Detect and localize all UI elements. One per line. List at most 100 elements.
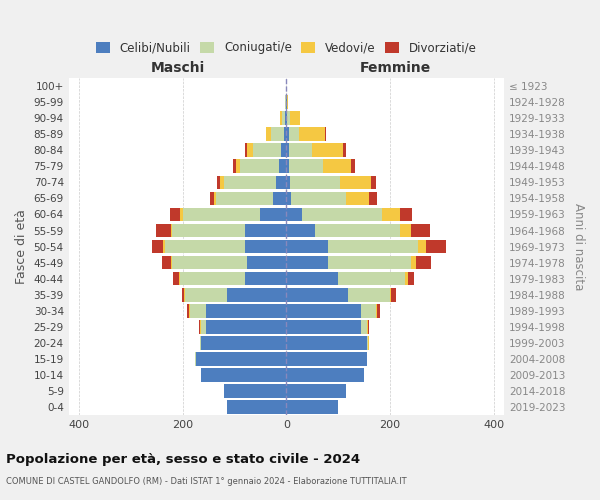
Bar [369,192,377,205]
Bar [162,256,171,270]
Bar [346,192,369,205]
Bar [361,320,367,334]
Bar [289,128,299,141]
Bar [286,224,315,237]
Bar [376,304,377,318]
Bar [391,288,395,302]
Bar [217,192,274,205]
Bar [196,352,286,366]
Bar [217,176,220,189]
Text: Maschi: Maschi [151,61,205,75]
Bar [286,400,338,414]
Bar [290,176,340,189]
Bar [302,208,382,222]
Bar [200,320,201,334]
Bar [340,176,371,189]
Bar [286,352,367,366]
Bar [187,304,190,318]
Bar [173,272,179,285]
Bar [172,224,245,237]
Bar [227,400,286,414]
Bar [171,224,172,237]
Bar [220,176,224,189]
Bar [260,208,286,222]
Bar [361,304,376,318]
Bar [199,320,200,334]
Bar [367,336,368,349]
Bar [185,288,227,302]
Bar [286,240,328,254]
Bar [286,272,338,285]
Bar [290,112,300,125]
Bar [233,160,236,173]
Bar [286,304,361,318]
Bar [201,368,286,382]
Bar [171,256,172,270]
Bar [289,144,312,157]
Bar [410,256,416,270]
Bar [180,208,182,222]
Bar [156,224,171,237]
Bar [184,288,185,302]
Bar [286,192,292,205]
Bar [286,288,349,302]
Bar [271,128,284,141]
Legend: Celibi/Nubili, Coniugati/e, Vedovi/e, Divorziati/e: Celibi/Nubili, Coniugati/e, Vedovi/e, Di… [92,36,481,59]
Bar [390,288,391,302]
Bar [287,96,288,109]
Bar [152,240,163,254]
Bar [282,112,285,125]
Bar [343,144,346,157]
Bar [315,224,400,237]
Bar [274,192,286,205]
Bar [286,336,367,349]
Bar [170,208,180,222]
Bar [410,224,430,237]
Bar [299,128,325,141]
Bar [367,320,368,334]
Bar [416,256,431,270]
Bar [266,128,271,141]
Bar [245,224,286,237]
Bar [179,272,180,285]
Bar [371,176,376,189]
Bar [280,112,282,125]
Bar [349,288,390,302]
Bar [182,208,260,222]
Bar [418,240,426,254]
Bar [406,272,408,285]
Bar [247,256,286,270]
Bar [351,160,355,173]
Bar [286,112,287,125]
Bar [239,160,278,173]
Bar [289,160,323,173]
Bar [206,304,286,318]
Bar [201,336,286,349]
Bar [245,272,286,285]
Bar [281,144,286,157]
Text: Popolazione per età, sesso e stato civile - 2024: Popolazione per età, sesso e stato civil… [6,452,360,466]
Bar [245,144,247,157]
Bar [227,288,286,302]
Bar [278,160,286,173]
Bar [377,304,380,318]
Bar [286,368,364,382]
Y-axis label: Fasce di età: Fasce di età [15,209,28,284]
Bar [338,272,406,285]
Bar [400,208,412,222]
Text: COMUNE DI CASTEL GANDOLFO (RM) - Dati ISTAT 1° gennaio 2024 - Elaborazione TUTTI: COMUNE DI CASTEL GANDOLFO (RM) - Dati IS… [6,478,407,486]
Bar [163,240,164,254]
Bar [286,384,346,398]
Bar [180,272,245,285]
Bar [209,192,214,205]
Bar [286,176,290,189]
Bar [286,144,289,157]
Bar [426,240,446,254]
Bar [292,192,346,205]
Bar [253,144,281,157]
Bar [286,160,289,173]
Bar [276,176,286,189]
Bar [285,112,286,125]
Bar [164,240,245,254]
Bar [382,208,400,222]
